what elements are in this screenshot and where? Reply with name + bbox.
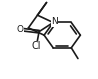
Text: O: O	[17, 25, 24, 34]
Text: N: N	[51, 17, 58, 26]
Text: Cl: Cl	[32, 41, 41, 51]
